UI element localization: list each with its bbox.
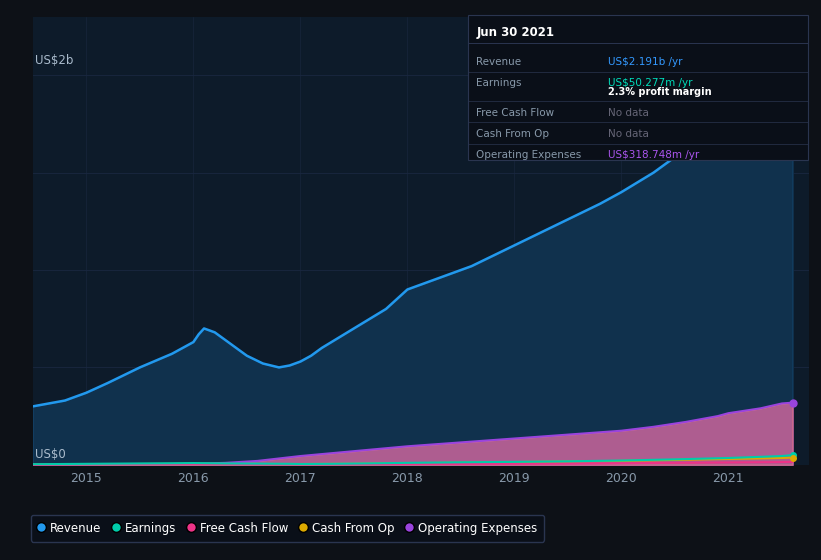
Text: US$2.191b /yr: US$2.191b /yr — [608, 57, 682, 67]
Text: 2.3% profit margin: 2.3% profit margin — [608, 87, 711, 96]
Text: Jun 30 2021: Jun 30 2021 — [476, 26, 554, 39]
Text: US$318.748m /yr: US$318.748m /yr — [608, 151, 699, 160]
Text: No data: No data — [608, 129, 649, 139]
Text: US$50.277m /yr: US$50.277m /yr — [608, 78, 692, 88]
Text: US$0: US$0 — [35, 448, 66, 461]
Text: Operating Expenses: Operating Expenses — [476, 151, 581, 160]
Text: No data: No data — [608, 108, 649, 118]
Text: Revenue: Revenue — [476, 57, 521, 67]
Legend: Revenue, Earnings, Free Cash Flow, Cash From Op, Operating Expenses: Revenue, Earnings, Free Cash Flow, Cash … — [31, 515, 544, 542]
Text: Earnings: Earnings — [476, 78, 521, 88]
Text: Cash From Op: Cash From Op — [476, 129, 549, 139]
Text: Free Cash Flow: Free Cash Flow — [476, 108, 554, 118]
Text: US$2b: US$2b — [35, 54, 73, 67]
